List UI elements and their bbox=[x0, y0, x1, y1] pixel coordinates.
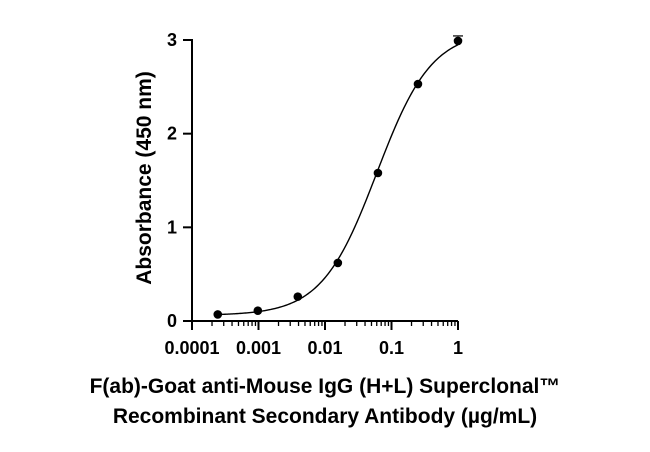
y-ticks: 0 1 2 3 bbox=[167, 30, 192, 331]
y-axis-title: Absorbance (450 nm) bbox=[133, 71, 156, 285]
y-tick-label: 0 bbox=[167, 311, 177, 331]
x-tick-label: 1 bbox=[453, 338, 463, 358]
y-tick-label: 2 bbox=[167, 124, 177, 144]
y-tick-label: 1 bbox=[167, 217, 177, 237]
data-point bbox=[213, 310, 223, 319]
data-point bbox=[293, 292, 303, 301]
data-points bbox=[213, 35, 463, 319]
x-tick-label: 0.001 bbox=[236, 338, 281, 358]
x-tick-label: 0.01 bbox=[307, 338, 342, 358]
data-point bbox=[333, 258, 343, 268]
x-tick-label: 0.1 bbox=[379, 338, 404, 358]
data-point bbox=[373, 168, 383, 178]
data-point bbox=[453, 36, 463, 46]
x-tick-label: 0.0001 bbox=[164, 338, 219, 358]
x-axis-title-line-1: F(ab)-Goat anti-Mouse IgG (H+L) Superclo… bbox=[90, 375, 561, 398]
data-point bbox=[413, 79, 423, 89]
x-axis-title-line-2: Recombinant Secondary Antibody (µg/mL) bbox=[113, 405, 537, 428]
y-tick-label: 3 bbox=[167, 30, 177, 50]
data-point bbox=[253, 306, 263, 315]
x-ticks: 0.0001 0.001 0.01 0.1 1 bbox=[164, 321, 463, 358]
